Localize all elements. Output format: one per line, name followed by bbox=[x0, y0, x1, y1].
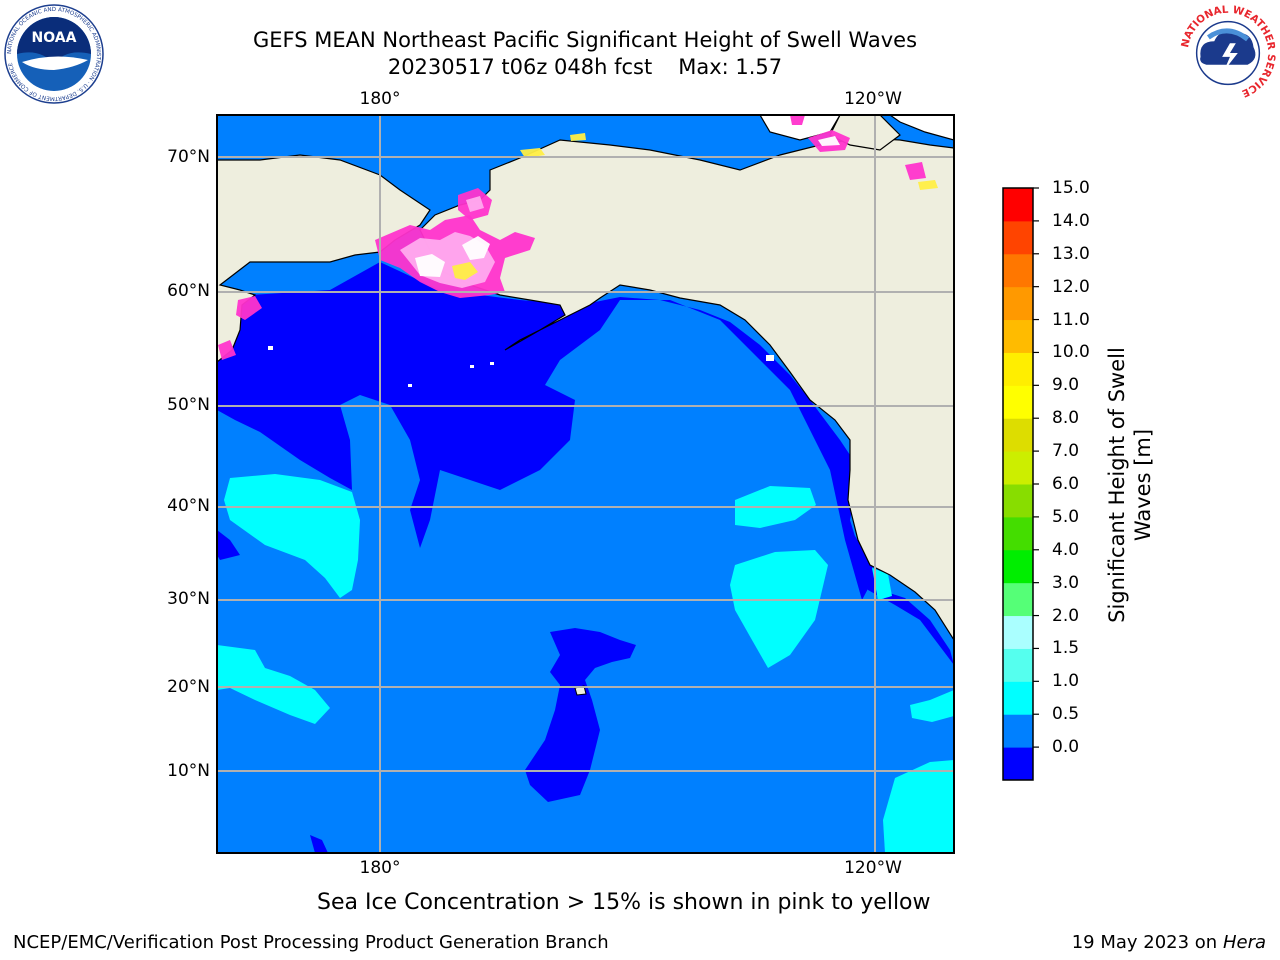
colorbar-tick-label: 14.0 bbox=[1052, 210, 1090, 231]
nws-logo: NATIONAL WEATHER SERVICE bbox=[1179, 4, 1277, 102]
colorbar-tick-label: 0.5 bbox=[1052, 704, 1080, 725]
colorbar-tick-label: 11.0 bbox=[1052, 309, 1090, 330]
colorbar-block bbox=[1003, 582, 1033, 617]
lat-label-20n: 20°N bbox=[167, 677, 210, 697]
lat-label-70n: 70°N bbox=[167, 147, 210, 167]
lon-label-bottom-180: 180° bbox=[359, 858, 401, 878]
footer-machine: Hera bbox=[1222, 932, 1266, 953]
colorbar bbox=[1003, 187, 1039, 781]
lon-label-top-120w: 120°W bbox=[844, 89, 902, 109]
colorbar-tick-label: 7.0 bbox=[1052, 441, 1080, 462]
sea-ice-note: Sea Ice Concentration > 15% is shown in … bbox=[317, 890, 931, 915]
colorbar-block bbox=[1003, 286, 1033, 321]
lat-label-10n: 10°N bbox=[167, 761, 210, 781]
colorbar-block bbox=[1003, 516, 1033, 551]
lat-label-30n: 30°N bbox=[167, 589, 210, 609]
colorbar-block bbox=[1003, 220, 1033, 255]
colorbar-block bbox=[1003, 352, 1033, 386]
colorbar-tick-label: 8.0 bbox=[1052, 408, 1080, 429]
footer-date: 19 May 2023 on Hera bbox=[1071, 932, 1266, 953]
colorbar-block bbox=[1003, 714, 1033, 748]
lat-label-50n: 50°N bbox=[167, 395, 210, 415]
max-value: Max: 1.57 bbox=[678, 55, 783, 79]
colorbar-block bbox=[1003, 319, 1033, 353]
colorbar-tick-label: 4.0 bbox=[1052, 539, 1080, 560]
colorbar-tick-label: 1.0 bbox=[1052, 671, 1080, 692]
graticule bbox=[217, 115, 954, 853]
ocean-swell-1.5-2.0-se bbox=[883, 760, 954, 853]
map-subtitle: 20230517 t06z 048h fcst Max: 1.57 bbox=[0, 54, 1170, 80]
ocean-swell-1.5-2.0-west bbox=[224, 474, 360, 598]
colorbar-block bbox=[1003, 188, 1033, 222]
colorbar-block bbox=[1003, 253, 1033, 288]
colorbar-tick-label: 15.0 bbox=[1052, 178, 1090, 198]
colorbar-block bbox=[1003, 615, 1033, 649]
colorbar-tick-label: 12.0 bbox=[1052, 276, 1090, 297]
colorbar-tick-label: 9.0 bbox=[1052, 375, 1080, 396]
run-info: 20230517 t06z 048h fcst bbox=[387, 55, 653, 79]
lat-label-40n: 40°N bbox=[167, 496, 210, 516]
colorbar-tick-label: 13.0 bbox=[1052, 243, 1090, 264]
colorbar-tick-label: 5.0 bbox=[1052, 506, 1080, 527]
sea-ice bbox=[218, 115, 938, 360]
colorbar-block bbox=[1003, 385, 1033, 419]
colorbar-block bbox=[1003, 747, 1033, 781]
ocean-swell-1.5-2.0-east2 bbox=[730, 550, 828, 668]
map-title: GEFS MEAN Northeast Pacific Significant … bbox=[252, 28, 918, 52]
colorbar-block bbox=[1003, 681, 1033, 715]
noaa-logo: NATIONAL OCEANIC AND ATMOSPHERIC ADMINIS… bbox=[4, 4, 104, 104]
ocean-swell-0-0.5-hawaii bbox=[525, 628, 636, 802]
colorbar-tick-label: 3.0 bbox=[1052, 572, 1080, 593]
svg-text:NOAA: NOAA bbox=[32, 30, 77, 46]
lon-label-top-180: 180° bbox=[359, 89, 401, 109]
lon-label-bottom-120w: 120°W bbox=[844, 858, 902, 878]
colorbar-tick-label: 2.0 bbox=[1052, 605, 1080, 626]
colorbar-tick-label: 1.5 bbox=[1052, 638, 1080, 659]
footer-credit: NCEP/EMC/Verification Post Processing Pr… bbox=[13, 932, 609, 953]
colorbar-block bbox=[1003, 484, 1033, 518]
colorbar-tick-label: 0.0 bbox=[1052, 737, 1080, 758]
colorbar-block bbox=[1003, 451, 1033, 485]
ocean-swell-0-0.5-coast bbox=[845, 520, 954, 665]
ocean-swell-1.5-2.0-sw bbox=[217, 645, 330, 724]
colorbar-tick-label: 6.0 bbox=[1052, 474, 1080, 494]
colorbar-block bbox=[1003, 418, 1033, 452]
colorbar-tick-label: 10.0 bbox=[1052, 342, 1090, 363]
colorbar-label: Significant Height of Swell Waves [m] bbox=[1105, 347, 1155, 623]
colorbar-block bbox=[1003, 549, 1033, 584]
colorbar-block bbox=[1003, 648, 1033, 682]
lat-label-60n: 60°N bbox=[167, 281, 210, 301]
